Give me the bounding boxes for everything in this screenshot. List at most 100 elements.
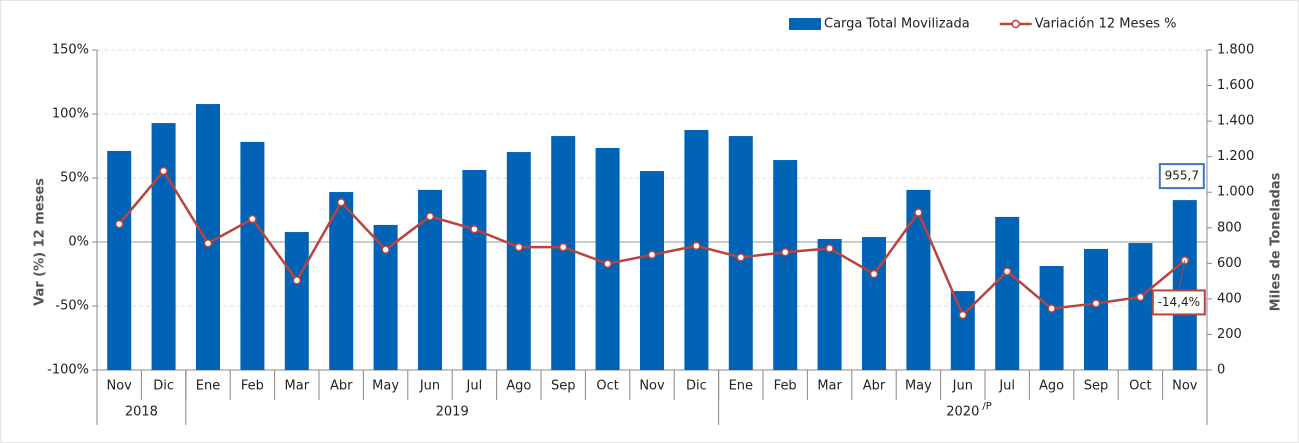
bar bbox=[595, 147, 620, 370]
x-tick-label: Jul bbox=[998, 379, 1015, 394]
bar bbox=[1172, 200, 1197, 370]
x-tick-label: Sep bbox=[1084, 379, 1109, 394]
line-marker bbox=[692, 241, 701, 251]
y2-tick-label: 0 bbox=[1217, 363, 1225, 378]
x-tick-label: Ago bbox=[506, 379, 531, 394]
legend-swatch bbox=[789, 18, 821, 30]
line-marker bbox=[1002, 267, 1012, 276]
y2-tick-label: 1.400 bbox=[1217, 114, 1254, 129]
legend-label: Carga Total Movilizada bbox=[824, 17, 970, 32]
year-label: 2019 bbox=[436, 405, 469, 420]
label-leader bbox=[1178, 260, 1186, 291]
x-tick-label: Feb bbox=[774, 379, 797, 394]
line-marker bbox=[159, 166, 168, 176]
bar bbox=[1128, 243, 1153, 370]
bar bbox=[462, 170, 487, 370]
x-tick-label: May bbox=[905, 379, 932, 394]
line-marker bbox=[470, 224, 479, 234]
bar bbox=[1039, 266, 1064, 370]
x-tick-label: Ago bbox=[1039, 379, 1064, 394]
line-marker bbox=[292, 276, 302, 285]
line-marker bbox=[248, 214, 257, 224]
line-marker bbox=[336, 198, 346, 207]
x-tick-label: Feb bbox=[241, 379, 264, 394]
x-tick-label: May bbox=[372, 379, 399, 394]
year-label: 2018 bbox=[125, 405, 158, 420]
x-tick-label: Nov bbox=[639, 379, 665, 394]
bar bbox=[329, 192, 354, 370]
line-marker bbox=[958, 310, 968, 320]
y-tick-label: 50% bbox=[60, 171, 89, 186]
x-tick-label: Ene bbox=[196, 379, 220, 394]
y-tick-label: 150% bbox=[52, 43, 89, 58]
bar bbox=[862, 237, 886, 370]
line-marker bbox=[558, 242, 568, 252]
bar bbox=[506, 152, 531, 370]
bar bbox=[640, 171, 664, 370]
line-marker bbox=[825, 244, 834, 253]
line-marker bbox=[114, 219, 124, 229]
line-marker bbox=[780, 247, 790, 257]
x-tick-label: Abr bbox=[863, 379, 886, 394]
year-suffix: /P bbox=[982, 401, 991, 412]
bar bbox=[551, 136, 576, 370]
line-marker bbox=[869, 269, 879, 279]
bar bbox=[1084, 248, 1108, 370]
bar bbox=[196, 104, 220, 371]
line-marker bbox=[381, 245, 390, 254]
bar bbox=[107, 150, 132, 370]
x-tick-label: Mar bbox=[817, 379, 842, 394]
y-tick-label: 0% bbox=[68, 235, 89, 250]
value-label: 955,7 bbox=[1165, 169, 1199, 183]
year-label: 2020 bbox=[946, 405, 979, 420]
line-marker bbox=[914, 208, 923, 217]
y2-tick-label: 400 bbox=[1217, 291, 1242, 306]
x-tick-label: Ene bbox=[729, 379, 753, 394]
line-marker bbox=[1047, 304, 1056, 313]
bar bbox=[773, 160, 798, 370]
line-marker bbox=[514, 242, 524, 252]
line-marker bbox=[603, 259, 612, 269]
x-tick-label: Nov bbox=[1172, 379, 1198, 394]
y-axis-title: Var (%) 12 meses bbox=[33, 178, 48, 306]
x-tick-label: Mar bbox=[285, 379, 310, 394]
line-marker bbox=[425, 212, 435, 221]
bar bbox=[950, 291, 975, 370]
x-tick-label: Sep bbox=[551, 379, 576, 394]
line-marker bbox=[647, 250, 657, 260]
y-tick-label: -100% bbox=[47, 363, 89, 378]
y2-tick-label: 1.800 bbox=[1217, 43, 1254, 58]
value-label-box bbox=[1158, 163, 1205, 190]
legend-swatch-marker bbox=[1011, 19, 1020, 29]
y2-tick-label: 600 bbox=[1217, 256, 1242, 271]
x-tick-label: Abr bbox=[330, 379, 353, 394]
y2-axis-title: Miles de Toneladas bbox=[1269, 172, 1284, 311]
y2-tick-label: 1.200 bbox=[1217, 149, 1254, 164]
bar bbox=[817, 238, 842, 370]
x-tick-label: Oct bbox=[1129, 379, 1151, 394]
y2-tick-label: 200 bbox=[1217, 327, 1242, 342]
bar bbox=[284, 232, 309, 370]
x-tick-label: Jun bbox=[419, 379, 440, 394]
y2-tick-label: 1.600 bbox=[1217, 78, 1254, 93]
line-marker bbox=[1091, 299, 1101, 308]
line-marker bbox=[736, 253, 746, 262]
y2-tick-label: 1.000 bbox=[1217, 185, 1254, 200]
line-marker bbox=[203, 239, 213, 248]
value-label-box bbox=[1151, 289, 1206, 316]
bar bbox=[995, 216, 1020, 370]
bar bbox=[906, 189, 931, 370]
y2-tick-label: 800 bbox=[1217, 220, 1242, 235]
value-label: -14,4% bbox=[1158, 295, 1200, 309]
bar bbox=[240, 141, 265, 370]
x-tick-label: Dic bbox=[153, 379, 174, 394]
y-tick-label: 100% bbox=[52, 107, 89, 122]
x-tick-label: Oct bbox=[596, 379, 618, 394]
bar bbox=[728, 136, 753, 370]
x-tick-label: Dic bbox=[686, 379, 707, 394]
line-marker bbox=[1136, 292, 1145, 302]
bar bbox=[151, 123, 176, 370]
y-tick-label: -50% bbox=[55, 299, 89, 314]
x-tick-label: Jul bbox=[466, 379, 483, 394]
